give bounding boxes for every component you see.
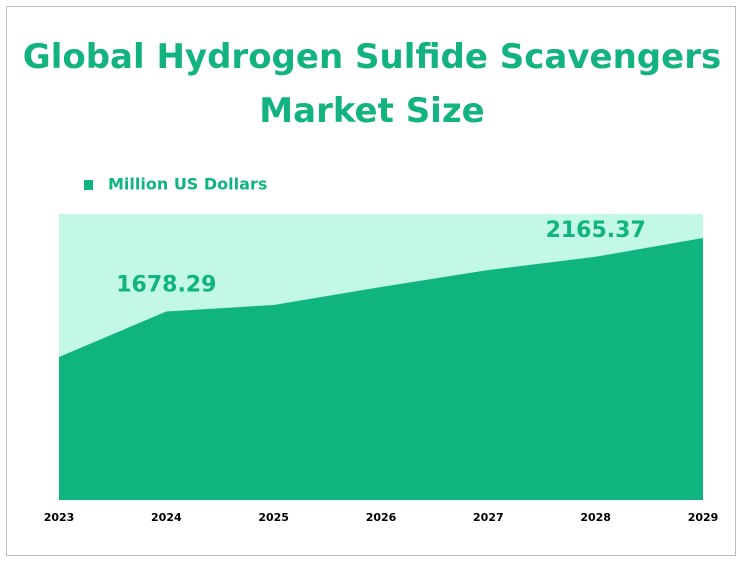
- x-tick-label: 2023: [44, 511, 75, 524]
- data-label: 2165.37: [546, 218, 646, 243]
- x-tick-label: 2029: [688, 511, 719, 524]
- x-tick-label: 2024: [151, 511, 182, 524]
- area: [59, 238, 703, 500]
- x-tick-label: 2027: [473, 511, 504, 524]
- x-tick-label: 2025: [258, 511, 289, 524]
- data-label: 1678.29: [116, 272, 216, 297]
- chart-title: Global Hydrogen Sulfide Scavengers Marke…: [22, 37, 722, 131]
- x-tick-label: 2028: [580, 511, 611, 524]
- x-tick-label: 2026: [366, 511, 397, 524]
- chart-frame: [6, 6, 736, 556]
- legend-swatch: [84, 180, 93, 190]
- legend-label: Million US Dollars: [108, 175, 267, 194]
